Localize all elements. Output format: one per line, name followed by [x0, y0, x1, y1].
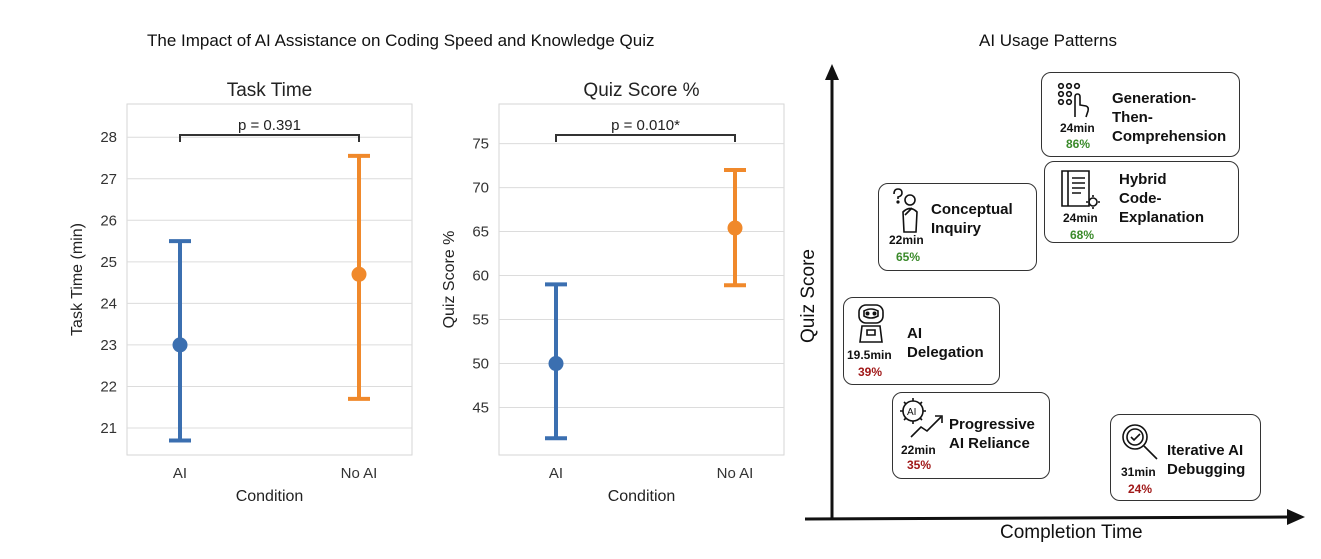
- y-tick-label: 70: [472, 180, 489, 197]
- plot-frame: [126, 103, 413, 456]
- x-tick-label: No AI: [717, 465, 754, 482]
- usage-y-arrowhead: [825, 64, 839, 80]
- pattern-card-hybrid: Hybrid Code- Explanation 24min 68%: [1044, 161, 1239, 243]
- y-tick-label: 27: [100, 171, 117, 188]
- y-tick-label: 60: [472, 268, 489, 285]
- pattern-time: 22min: [901, 443, 936, 457]
- mean-point: [172, 337, 188, 353]
- y-tick-label: 22: [100, 378, 117, 395]
- y-tick-label: 24: [100, 295, 117, 312]
- mean-point: [727, 220, 743, 236]
- usage-axes: [804, 64, 1305, 525]
- pattern-card-conceptual: Conceptual Inquiry 22min 65%: [878, 183, 1037, 271]
- p-value-label: p = 0.391: [238, 117, 301, 134]
- pattern-name: Conceptual Inquiry: [931, 201, 1013, 237]
- usage-patterns-title: AI Usage Patterns: [979, 31, 1117, 50]
- y-axis-title: Task Time (min): [69, 223, 86, 336]
- svg-text:AI: AI: [907, 407, 916, 418]
- figure-title: The Impact of AI Assistance on Coding Sp…: [147, 31, 655, 50]
- pattern-name: Generation- Then- Comprehension: [1112, 90, 1227, 145]
- x-axis-title: Condition: [236, 488, 304, 505]
- pattern-name: Iterative AI Debugging: [1167, 442, 1246, 478]
- mean-point: [351, 266, 367, 282]
- pattern-time: 24min: [1060, 121, 1095, 135]
- pattern-name: Hybrid Code- Explanation: [1119, 171, 1205, 226]
- usage-x-arrowhead: [1287, 509, 1305, 525]
- pattern-score: 65%: [896, 250, 921, 264]
- x-tick-label: AI: [173, 465, 187, 482]
- pattern-time: 31min: [1121, 465, 1156, 479]
- y-tick-label: 55: [472, 312, 489, 329]
- mean-point: [548, 356, 564, 372]
- quiz-score-chart: 45 50 55 60 65 70 75 Quiz Score % AI No AI Conditi…: [441, 80, 785, 505]
- document-code-icon: [1059, 168, 1103, 217]
- pattern-card-iterative: Iterative AI Debugging 31min 24%: [1110, 414, 1261, 501]
- pattern-name: Progressive AI Reliance: [949, 416, 1035, 452]
- significance-bracket: [555, 134, 736, 142]
- x-axis-title: Condition: [608, 488, 676, 505]
- pattern-time: 22min: [889, 233, 924, 247]
- chart-title: Task Time: [227, 80, 313, 101]
- plot-frame: [498, 103, 785, 456]
- y-tick-label: 75: [472, 136, 489, 153]
- y-tick-label: 25: [100, 254, 117, 271]
- pattern-score: 86%: [1066, 137, 1091, 151]
- x-tick-label: AI: [549, 465, 563, 482]
- y-tick-label: 26: [100, 212, 117, 229]
- y-tick-label: 45: [472, 399, 489, 416]
- pattern-card-generation: Generation- Then- Comprehension 24min 86%: [1041, 72, 1240, 157]
- pattern-score: 35%: [907, 458, 932, 472]
- touch-grid-icon: [1056, 81, 1092, 126]
- thinking-person-icon: [891, 188, 923, 241]
- quiz-score-axis-label: Quiz Score: [797, 249, 819, 343]
- y-tick-label: 50: [472, 356, 489, 373]
- y-axis-title: Quiz Score %: [441, 231, 458, 329]
- p-value-label: p = 0.010*: [611, 117, 680, 134]
- pattern-score: 68%: [1070, 228, 1095, 242]
- pattern-score: 24%: [1128, 482, 1153, 496]
- pattern-time: 24min: [1063, 211, 1098, 225]
- chart-title: Quiz Score %: [583, 80, 699, 101]
- pattern-time: 19.5min: [847, 348, 892, 362]
- y-tick-label: 23: [100, 337, 117, 354]
- pattern-name: AI Delegation: [907, 325, 984, 361]
- robot-icon: [854, 302, 888, 351]
- pattern-card-delegation: AI Delegation 19.5min 39%: [843, 297, 1000, 385]
- pattern-score: 39%: [858, 365, 883, 379]
- x-tick-label: No AI: [341, 465, 378, 482]
- usage-x-axis: [804, 515, 1291, 521]
- task-time-chart: 21 22 23 24 25 26 27 28 Task Time AI No AI Conditio…: [69, 80, 413, 505]
- magnifier-check-icon: [1119, 421, 1163, 468]
- pattern-card-progressive: AI Progressive AI Reliance 22min 35%: [892, 392, 1050, 479]
- y-tick-label: 21: [100, 420, 117, 437]
- completion-time-label: Completion Time: [1000, 522, 1143, 543]
- ai-growth-icon: AI: [899, 397, 947, 446]
- y-tick-label: 28: [100, 129, 117, 146]
- significance-bracket: [179, 134, 360, 142]
- y-tick-label: 65: [472, 224, 489, 241]
